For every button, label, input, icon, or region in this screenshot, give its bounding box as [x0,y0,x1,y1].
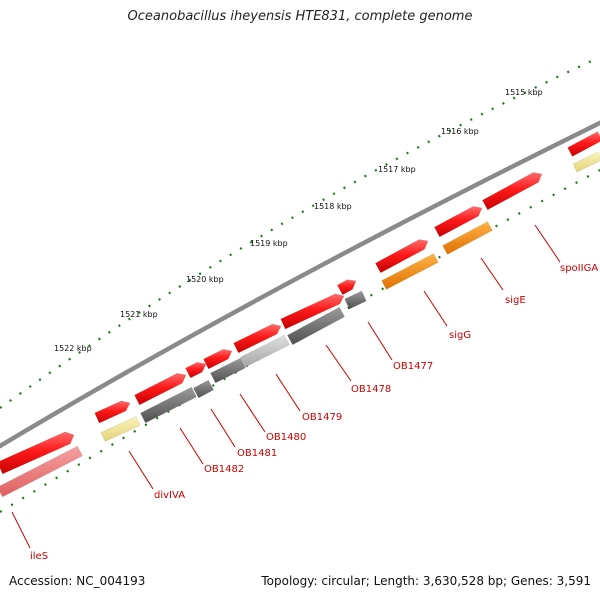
gene-label[interactable]: OB1479 [302,412,342,423]
gene-label-leader [179,427,204,465]
gene-feature[interactable] [344,290,367,310]
gene-feature[interactable] [0,445,83,498]
scale-label: 1521 kbp [120,310,158,319]
gene-label-leader [239,393,266,433]
gene-feature[interactable] [100,416,141,442]
gene-label[interactable]: spoIIGA [560,263,598,274]
gene-label-leader [210,408,236,448]
backbone-arc [0,120,600,449]
gene-feature[interactable] [375,239,429,274]
gene-feature[interactable] [572,151,600,173]
scale-label: 1522 kbp [54,344,92,353]
outer-ruler [0,57,599,409]
scale-label: 1518 kbp [314,202,352,211]
gene-label-leader [325,344,352,382]
gene-label-leader [11,511,31,549]
gene-feature[interactable] [233,323,282,354]
scale-label: 1515 kbp [505,88,543,97]
gene-label-leader [534,224,561,263]
gene-label[interactable]: sigG [449,330,471,341]
scale-label: 1516 kbp [441,127,479,136]
map-title: Oceanobacillus iheyensis HTE831, complet… [127,9,473,24]
gene-feature[interactable] [0,431,75,475]
gene-feature[interactable] [442,221,493,255]
scale-label: 1517 kbp [378,165,416,174]
gene-label-leader [423,290,448,327]
gene-label[interactable]: divIVA [154,490,185,501]
gene-label[interactable]: ileS [30,551,48,562]
gene-feature[interactable] [567,131,600,157]
gene-feature[interactable] [240,334,290,368]
gene-label[interactable]: OB1481 [237,448,277,459]
gene-feature[interactable] [203,348,233,370]
genome-summary-text: Topology: circular; Length: 3,630,528 bp… [261,574,591,588]
gene-label-leader [480,257,504,291]
gene-feature[interactable] [193,379,214,399]
scale-label: 1519 kbp [250,239,288,248]
scale-label: 1520 kbp [186,275,224,284]
gene-feature[interactable] [336,279,357,296]
gene-feature[interactable] [94,400,131,424]
gene-label[interactable]: OB1480 [266,432,306,443]
accession-text: Accession: NC_004193 [9,574,146,588]
gene-feature[interactable] [210,357,246,384]
gene-label[interactable]: sigE [505,295,526,306]
gene-label[interactable]: OB1482 [204,464,244,475]
gene-feature[interactable] [134,373,187,406]
gene-label-leader [128,450,154,490]
gene-feature[interactable] [287,306,345,346]
gene-feature[interactable] [434,206,483,238]
gene-feature[interactable] [381,253,439,290]
gene-label-leader [275,373,301,412]
gene-label[interactable]: OB1478 [351,384,391,395]
gene-label[interactable]: OB1477 [393,361,433,372]
gene-feature[interactable] [280,293,345,330]
gene-feature[interactable] [140,386,197,424]
gene-label-leader [367,321,393,361]
gene-feature[interactable] [185,361,207,379]
gene-feature[interactable] [482,172,543,211]
